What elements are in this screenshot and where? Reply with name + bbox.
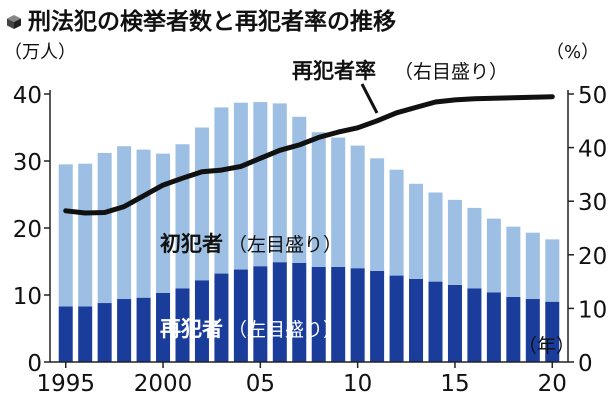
right-tick-label-30: 30 [578, 190, 607, 216]
chart-title: 刑法犯の検挙者数と再犯者率の推移 [6, 2, 396, 36]
bar-first-offenders-2005 [253, 102, 268, 267]
bar-first-offenders-2016 [467, 207, 482, 289]
left-axis-unit: （万人） [4, 42, 76, 63]
left-tick-label-10: 10 [13, 284, 42, 310]
bar-first-offenders-2007 [292, 116, 307, 263]
bar-first-offenders-2018 [506, 226, 521, 298]
bar-repeat-offenders-1998 [117, 299, 132, 362]
left-tick-label-20: 20 [13, 217, 42, 243]
bar-first-offenders-2003 [214, 107, 229, 274]
bar-first-offenders-2002 [194, 127, 209, 281]
annotation-first-offenders: 初犯者 [160, 232, 223, 256]
bar-repeat-offenders-1995 [58, 306, 73, 362]
line-reoffending-rate [63, 94, 555, 216]
bar-repeat-offenders-2005 [253, 266, 268, 362]
annotation-reoffending-rate-axis: （右目盛り） [394, 61, 508, 83]
right-tick-label-40: 40 [578, 137, 607, 163]
bar-repeat-offenders-1997 [97, 303, 112, 362]
bar-first-offenders-2004 [233, 102, 248, 270]
right-tick-label-0: 0 [578, 351, 593, 377]
bar-first-offenders-2017 [486, 218, 501, 293]
left-tick-label-40: 40 [13, 83, 42, 109]
bar-repeat-offenders-2017 [486, 292, 501, 362]
bar-repeat-offenders-2015 [447, 284, 462, 362]
bar-first-offenders-2006 [272, 103, 287, 263]
bar-first-offenders-2019 [525, 232, 540, 300]
bar-first-offenders-1996 [78, 163, 93, 307]
bar-repeat-offenders-2013 [409, 278, 424, 362]
bar-first-offenders-2010 [350, 145, 365, 269]
left-tick-label-0: 0 [27, 351, 42, 377]
bar-repeat-offenders-2000 [156, 292, 171, 362]
bar-first-offenders-1995 [58, 164, 73, 307]
annotation-repeat-offenders: 再犯者 [160, 317, 223, 341]
right-tick-label-50: 50 [578, 83, 607, 109]
bar-repeat-offenders-1996 [78, 306, 93, 362]
bar-first-offenders-2008 [311, 132, 326, 267]
bar-first-offenders-2009 [331, 137, 346, 267]
bar-first-offenders-2011 [370, 158, 385, 271]
right-tick-label-20: 20 [578, 244, 607, 270]
bar-first-offenders-2001 [175, 144, 190, 289]
chart-title-text: 刑法犯の検挙者数と再犯者率の推移 [28, 9, 396, 35]
rate-pointer-line [360, 83, 379, 114]
bar-repeat-offenders-2012 [389, 275, 404, 362]
bar-first-offenders-2015 [447, 199, 462, 285]
bar-first-offenders-2012 [389, 169, 404, 276]
bar-first-offenders-2013 [409, 183, 424, 279]
annotation-first-offenders-axis: （左目盛り） [228, 234, 342, 256]
bar-repeat-offenders-2002 [194, 280, 209, 362]
bar-repeat-offenders-2006 [272, 262, 287, 362]
annotation-reoffending-rate: 再犯者率 [292, 59, 376, 83]
bar-repeat-offenders-2009 [331, 266, 346, 362]
right-tick-label-10: 10 [578, 297, 607, 323]
x-axis-unit: （年） [518, 335, 575, 357]
right-axis-unit: （%） [546, 42, 600, 63]
bar-repeat-offenders-2010 [350, 268, 365, 362]
left-tick-label-30: 30 [13, 150, 42, 176]
x-tick-label-2005: 05 [246, 371, 275, 397]
x-tick-label-2020: 20 [538, 371, 567, 397]
x-tick-label-2015: 15 [440, 371, 469, 397]
x-tick-label-1995: 1995 [36, 371, 95, 397]
bar-first-offenders-1998 [117, 146, 132, 300]
bar-repeat-offenders-2016 [467, 288, 482, 362]
bar-first-offenders-2000 [156, 153, 171, 293]
cube-icon [6, 10, 22, 29]
x-tick-label-2010: 10 [343, 371, 372, 397]
bar-repeat-offenders-2007 [292, 262, 307, 362]
bar-repeat-offenders-2003 [214, 273, 229, 362]
bar-first-offenders-1999 [136, 149, 151, 298]
bar-repeat-offenders-2014 [428, 281, 443, 362]
bar-repeat-offenders-1999 [136, 297, 151, 362]
bar-repeat-offenders-2020 [545, 301, 560, 362]
bar-repeat-offenders-2001 [175, 288, 190, 362]
annotation-repeat-offenders-axis: （左目盛り） [228, 319, 342, 341]
bar-repeat-offenders-2004 [233, 269, 248, 362]
bar-repeat-offenders-2008 [311, 266, 326, 362]
bar-repeat-offenders-2019 [525, 299, 540, 362]
bar-repeat-offenders-2018 [506, 297, 521, 362]
bar-repeat-offenders-2011 [370, 270, 385, 362]
bar-first-offenders-1997 [97, 152, 112, 304]
bar-first-offenders-2014 [428, 192, 443, 282]
bar-first-offenders-2020 [545, 239, 560, 302]
x-tick-label-2000: 2000 [134, 371, 193, 397]
